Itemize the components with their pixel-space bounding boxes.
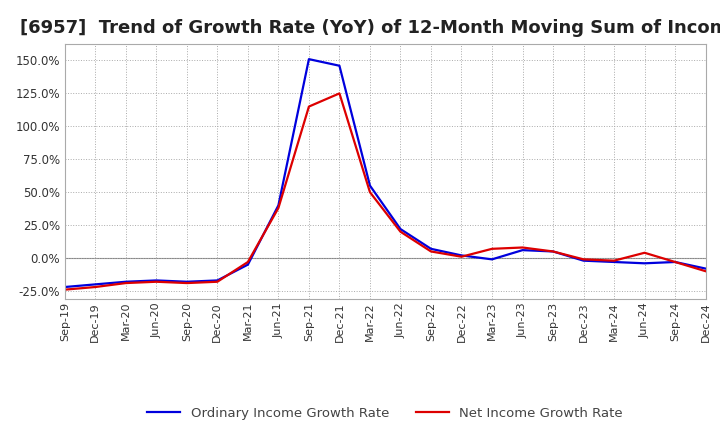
- Net Income Growth Rate: [122, 280, 130, 286]
- Ordinary Income Growth Rate: [91, 282, 99, 287]
- Ordinary Income Growth Rate: [213, 278, 222, 283]
- Ordinary Income Growth Rate: [427, 246, 436, 251]
- Legend: Ordinary Income Growth Rate, Net Income Growth Rate: Ordinary Income Growth Rate, Net Income …: [142, 402, 629, 425]
- Net Income Growth Rate: [671, 259, 680, 264]
- Net Income Growth Rate: [274, 205, 283, 211]
- Net Income Growth Rate: [487, 246, 496, 251]
- Ordinary Income Growth Rate: [396, 227, 405, 232]
- Line: Net Income Growth Rate: Net Income Growth Rate: [65, 93, 706, 290]
- Net Income Growth Rate: [549, 249, 557, 254]
- Ordinary Income Growth Rate: [487, 257, 496, 262]
- Net Income Growth Rate: [457, 254, 466, 259]
- Net Income Growth Rate: [701, 268, 710, 274]
- Ordinary Income Growth Rate: [183, 279, 192, 284]
- Net Income Growth Rate: [518, 245, 527, 250]
- Ordinary Income Growth Rate: [366, 183, 374, 188]
- Ordinary Income Growth Rate: [671, 259, 680, 264]
- Title: [6957]  Trend of Growth Rate (YoY) of 12-Month Moving Sum of Incomes: [6957] Trend of Growth Rate (YoY) of 12-…: [19, 19, 720, 37]
- Net Income Growth Rate: [579, 257, 588, 262]
- Line: Ordinary Income Growth Rate: Ordinary Income Growth Rate: [65, 59, 706, 287]
- Net Income Growth Rate: [305, 104, 313, 109]
- Net Income Growth Rate: [610, 258, 618, 263]
- Ordinary Income Growth Rate: [640, 260, 649, 266]
- Ordinary Income Growth Rate: [60, 284, 69, 290]
- Ordinary Income Growth Rate: [518, 247, 527, 253]
- Ordinary Income Growth Rate: [457, 253, 466, 258]
- Net Income Growth Rate: [91, 284, 99, 290]
- Net Income Growth Rate: [60, 287, 69, 292]
- Net Income Growth Rate: [396, 229, 405, 235]
- Ordinary Income Growth Rate: [152, 278, 161, 283]
- Net Income Growth Rate: [366, 190, 374, 195]
- Ordinary Income Growth Rate: [579, 258, 588, 263]
- Ordinary Income Growth Rate: [122, 279, 130, 284]
- Net Income Growth Rate: [243, 259, 252, 264]
- Net Income Growth Rate: [183, 280, 192, 286]
- Net Income Growth Rate: [335, 91, 343, 96]
- Ordinary Income Growth Rate: [305, 56, 313, 62]
- Ordinary Income Growth Rate: [701, 266, 710, 271]
- Ordinary Income Growth Rate: [243, 262, 252, 267]
- Net Income Growth Rate: [640, 250, 649, 255]
- Ordinary Income Growth Rate: [335, 63, 343, 68]
- Ordinary Income Growth Rate: [610, 259, 618, 264]
- Net Income Growth Rate: [213, 279, 222, 284]
- Net Income Growth Rate: [427, 249, 436, 254]
- Ordinary Income Growth Rate: [274, 203, 283, 208]
- Net Income Growth Rate: [152, 279, 161, 284]
- Ordinary Income Growth Rate: [549, 249, 557, 254]
